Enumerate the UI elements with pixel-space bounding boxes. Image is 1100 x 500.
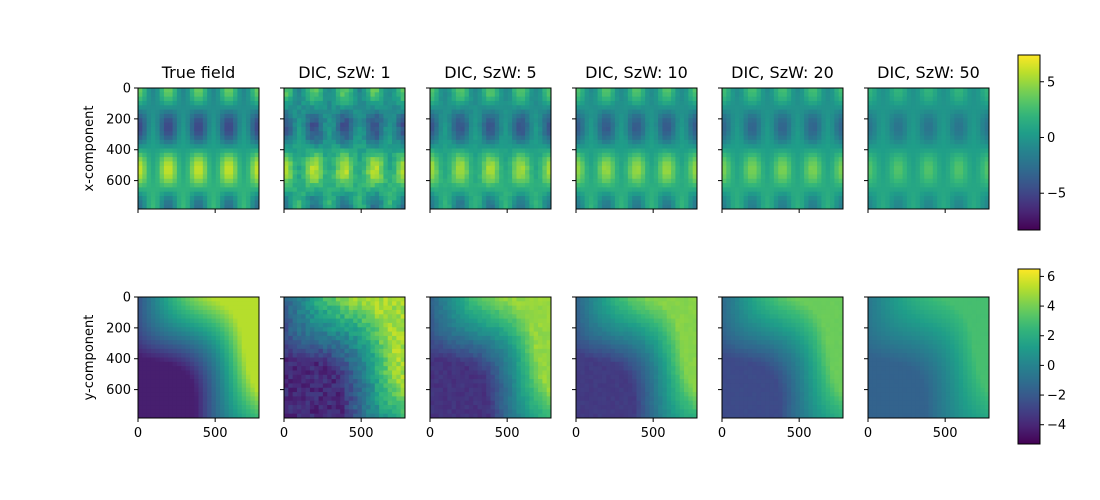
colorbar-tick-label: 5 xyxy=(1047,75,1055,90)
column-title-1: True field xyxy=(161,63,236,82)
y-tick-label: 200 xyxy=(106,112,131,127)
panel-frame xyxy=(429,87,552,210)
panel-frame xyxy=(283,296,406,419)
panel-frame xyxy=(575,296,698,419)
column-title-2: DIC, SzW: 1 xyxy=(298,63,390,82)
heatmap-panel-r1-c2 xyxy=(280,87,406,213)
y-tick-label: 0 xyxy=(123,291,131,306)
heatmap-panel-r2-c2: 0 500 xyxy=(280,296,406,441)
column-title-3: DIC, SzW: 5 xyxy=(444,63,536,82)
x-tick-label: 0 xyxy=(572,426,580,441)
panel-frame xyxy=(429,296,552,419)
heatmap-panels: 0 200 400 600 0 200 400 600 0 500 0 500 0 500 0 500 0 500… xyxy=(106,82,990,441)
heatmap-panel-r1-c5 xyxy=(718,87,844,213)
heatmap-panel-r2-c4: 0 500 xyxy=(572,296,698,441)
column-title-6: DIC, SzW: 50 xyxy=(877,63,980,82)
colorbar-tick-label: −4 xyxy=(1047,418,1066,433)
x-tick-label: 0 xyxy=(426,426,434,441)
panel-frame xyxy=(137,296,260,419)
heatmap-panel-r2-c3: 0 500 xyxy=(426,296,552,441)
colorbar-tick-label: 0 xyxy=(1047,359,1055,374)
colorbar-1: −5 0 5 xyxy=(1017,54,1066,231)
panel-frame xyxy=(721,296,844,419)
panel-frame xyxy=(867,87,990,210)
x-tick-label: 500 xyxy=(203,426,228,441)
heatmap-panel-r2-c6: 0 500 xyxy=(864,296,990,441)
panel-frame xyxy=(137,87,260,210)
y-tick-label: 0 xyxy=(123,82,131,97)
y-tick-label: 200 xyxy=(106,321,131,336)
x-tick-label: 0 xyxy=(134,426,142,441)
x-tick-label: 0 xyxy=(718,426,726,441)
colorbar-2: −4 −2 0 2 4 6 xyxy=(1017,268,1066,445)
colorbar-tick-label: 0 xyxy=(1047,131,1055,146)
x-tick-label: 500 xyxy=(933,426,958,441)
heatmap-panel-r1-c3 xyxy=(426,87,552,213)
y-tick-label: 600 xyxy=(106,174,131,189)
colorbar-tick-label: 6 xyxy=(1047,270,1055,285)
y-tick-label: 600 xyxy=(106,383,131,398)
colorbar-gradient xyxy=(1017,268,1041,445)
heatmap-panel-r1-c6 xyxy=(864,87,990,213)
x-tick-label: 500 xyxy=(495,426,520,441)
row-labels: x-component y-component xyxy=(82,106,97,401)
panel-frame xyxy=(867,296,990,419)
x-tick-label: 500 xyxy=(641,426,666,441)
column-titles: True field DIC, SzW: 1 DIC, SzW: 5 DIC, SzW… xyxy=(161,63,980,82)
colorbars: −5 0 5 −4 −2 0 2 4 6 xyxy=(1017,54,1066,445)
y-tick-label: 400 xyxy=(106,143,131,158)
column-title-4: DIC, SzW: 10 xyxy=(585,63,688,82)
colorbar-tick-label: 2 xyxy=(1047,329,1055,344)
x-tick-label: 0 xyxy=(280,426,288,441)
colorbar-tick-label: −5 xyxy=(1047,187,1066,202)
row-label-1: x-component xyxy=(82,106,97,192)
y-tick-label: 400 xyxy=(106,352,131,367)
row-label-2: y-component xyxy=(82,315,97,401)
colorbar-tick-label: −2 xyxy=(1047,389,1066,404)
x-tick-label: 500 xyxy=(349,426,374,441)
colorbar-gradient xyxy=(1017,54,1041,231)
panel-frame xyxy=(721,87,844,210)
colorbar-tick-label: 4 xyxy=(1047,300,1055,315)
panel-frame xyxy=(575,87,698,210)
heatmap-panel-r2-c1: 0 200 400 600 0 500 xyxy=(106,291,260,441)
heatmap-panel-r1-c1: 0 200 400 600 xyxy=(106,82,260,213)
x-tick-label: 0 xyxy=(864,426,872,441)
panel-frame xyxy=(283,87,406,210)
x-tick-label: 500 xyxy=(787,426,812,441)
heatmap-panel-r1-c4 xyxy=(572,87,698,213)
heatmap-panel-r2-c5: 0 500 xyxy=(718,296,844,441)
column-title-5: DIC, SzW: 20 xyxy=(731,63,834,82)
